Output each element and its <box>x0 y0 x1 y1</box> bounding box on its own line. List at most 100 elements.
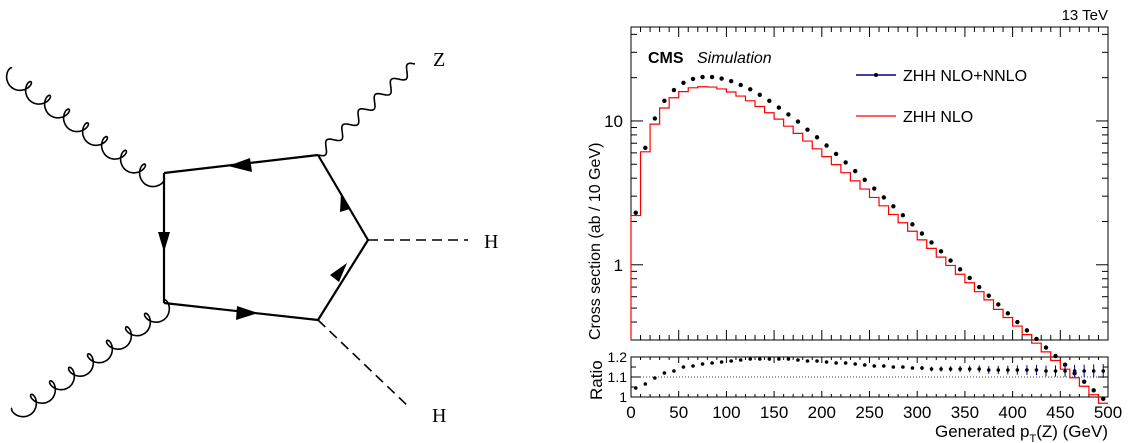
ratio-point <box>681 365 686 369</box>
ratio-point <box>977 367 982 371</box>
point-zhh-nnlo <box>1005 311 1011 316</box>
ratio-point <box>1025 368 1029 372</box>
ratio-point <box>872 364 877 368</box>
z-label: Z <box>433 49 445 71</box>
cms-sub-label: Simulation <box>697 50 772 67</box>
point-zhh-nnlo <box>814 135 820 140</box>
point-zhh-nnlo <box>986 293 991 298</box>
gluon-upper-line <box>5 67 166 188</box>
point-zhh-nnlo <box>1062 362 1068 367</box>
ratio-tick-label: 1.1 <box>608 369 628 385</box>
ratio-point <box>1044 369 1048 373</box>
arrow-left <box>158 232 170 252</box>
point-zhh-nnlo <box>862 177 867 182</box>
ratio-point <box>633 386 638 390</box>
x-tick-label: 150 <box>760 403 788 422</box>
point-zhh-nnlo <box>767 98 772 104</box>
ratio-point <box>834 361 838 365</box>
ratio-point <box>691 364 695 368</box>
ratio-point <box>710 361 714 365</box>
x-tick-label: 0 <box>626 403 635 422</box>
point-zhh-nnlo <box>1053 353 1058 359</box>
legend-marker-nnlo <box>874 73 878 77</box>
h-lower-label: H <box>432 405 446 427</box>
x-tick-label: 200 <box>808 403 836 422</box>
arrow-bottom <box>236 306 258 320</box>
ratio-point <box>653 376 657 380</box>
ratio-point <box>805 359 810 363</box>
point-zhh-nnlo <box>748 87 753 92</box>
point-zhh-nnlo <box>643 145 648 151</box>
x-tick-label: 300 <box>903 403 931 422</box>
arrow-lower-right <box>330 263 347 282</box>
ratio-point <box>748 357 753 361</box>
point-zhh-nnlo <box>1081 379 1087 384</box>
point-zhh-nnlo <box>1101 396 1106 402</box>
x-axis-label-pre: Generated p <box>935 422 1030 441</box>
arrow-top <box>228 158 252 172</box>
ratio-point <box>824 360 829 364</box>
ratio-tick-label: 1.2 <box>608 349 628 365</box>
point-zhh-nnlo <box>938 249 944 254</box>
ratio-point <box>996 368 1001 372</box>
x-tick-label: 400 <box>998 403 1026 422</box>
ratio-point <box>672 369 676 373</box>
point-zhh-nnlo <box>1015 319 1020 325</box>
legend: ZHH NLO+NNLO ZHH NLO <box>856 68 1027 126</box>
x-axis-label-sub: T <box>1029 433 1036 443</box>
x-tick-label: 250 <box>855 403 883 422</box>
x-tick-label: 350 <box>951 403 979 422</box>
ratio-point <box>1034 368 1039 372</box>
point-zhh-nnlo <box>833 151 839 157</box>
ratio-point <box>700 362 705 366</box>
point-zhh-nnlo <box>690 76 696 82</box>
ratio-point <box>719 360 724 364</box>
ratio-point <box>1072 369 1077 373</box>
ratio-point <box>920 366 924 370</box>
ratio-point <box>939 367 943 371</box>
ratio-point <box>891 365 896 369</box>
z-boson-line <box>317 62 416 157</box>
x-tick-label: 50 <box>669 403 688 422</box>
point-zhh-nnlo <box>957 267 963 272</box>
x-axis-label-post: (Z) (GeV) <box>1036 422 1108 441</box>
point-zhh-nnlo <box>881 195 887 200</box>
ratio-point <box>910 366 915 370</box>
ratio-point <box>1063 369 1067 373</box>
ratio-point <box>738 358 743 362</box>
x-tick-label: 500 <box>1094 403 1122 422</box>
higgs-lower-line <box>317 319 411 409</box>
point-zhh-nnlo <box>719 76 724 81</box>
energy-label: 13 TeV <box>1062 7 1108 24</box>
point-zhh-nnlo <box>662 98 667 104</box>
y-tick-label: 10 <box>604 112 623 131</box>
ratio-point <box>967 367 972 371</box>
point-zhh-nnlo <box>652 116 658 121</box>
legend-label-nnlo: ZHH NLO+NNLO <box>903 68 1027 85</box>
point-zhh-nnlo <box>852 168 858 174</box>
point-zhh-nnlo <box>757 92 762 97</box>
ratio-point <box>1015 368 1020 372</box>
h-upper-label: H <box>484 231 498 253</box>
point-zhh-nnlo <box>910 222 915 227</box>
legend-label-nlo: ZHH NLO <box>903 109 973 126</box>
ratio-point <box>796 358 800 362</box>
point-zhh-nnlo <box>786 112 791 117</box>
ratio-point <box>958 367 962 371</box>
ratio-point <box>853 362 857 366</box>
ratio-point <box>1101 369 1106 373</box>
point-zhh-nnlo <box>671 87 677 93</box>
point-zhh-nnlo <box>977 284 982 290</box>
point-zhh-nnlo <box>929 240 934 245</box>
x-tick-label: 100 <box>712 403 740 422</box>
ratio-point <box>815 359 819 363</box>
cms-label: CMS <box>648 50 684 67</box>
x-tick-label: 450 <box>1046 403 1074 422</box>
ratio-point <box>662 371 667 375</box>
point-zhh-nnlo <box>919 231 925 236</box>
point-zhh-nnlo <box>738 82 743 88</box>
point-zhh-nnlo <box>872 186 877 191</box>
point-zhh-nnlo <box>1034 336 1039 342</box>
point-zhh-nnlo <box>700 74 705 80</box>
